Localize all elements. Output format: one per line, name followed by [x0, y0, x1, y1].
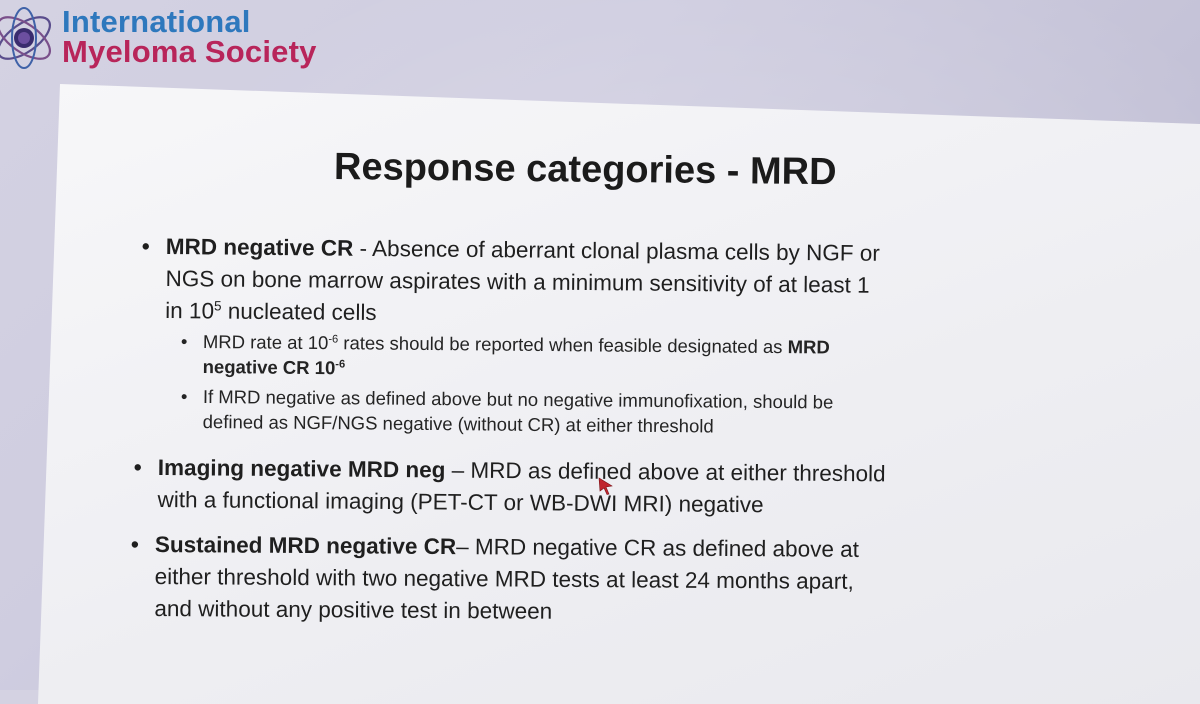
bullet-text: nucleated cells	[221, 298, 377, 326]
bullet-text: - Absence of aberrant clonal plasma cell…	[353, 235, 880, 266]
mouse-pointer-icon	[598, 477, 613, 495]
bullet-dot: •	[141, 233, 150, 259]
bullet-text: – MRD negative CR as defined above at	[456, 534, 860, 562]
bullet-text: – MRD as defined above at either thresho…	[445, 457, 886, 487]
bullet-dot: •	[133, 454, 142, 480]
sub-bullet-mrd-negative-no-if: • If MRD negative as defined above but n…	[181, 384, 834, 439]
bullet-line: Sustained MRD negative CR– MRD negative …	[155, 529, 859, 566]
logo-text-line2: Myeloma Society	[62, 34, 317, 69]
atom-logo-icon	[0, 7, 51, 69]
ims-logo: International Myeloma Society	[0, 0, 360, 76]
bullet-heading: MRD negative CR	[165, 233, 354, 261]
bullet-sustained-mrd: • Sustained MRD negative CR– MRD negativ…	[131, 529, 859, 630]
superscript: -6	[328, 333, 339, 346]
logo-text-line1: International	[62, 4, 251, 39]
bullet-dot: •	[130, 531, 139, 557]
sub-bullet-mrd-rate: • MRD rate at 10-6 rates should be repor…	[181, 329, 830, 384]
superscript: -6	[335, 358, 346, 371]
slide-panel	[38, 84, 1200, 704]
bullet-mrd-negative-cr: • MRD negative CR - Absence of aberrant …	[142, 231, 880, 334]
bullet-line: either threshold with two negative MRD t…	[154, 563, 854, 594]
bullet-imaging-negative: • Imaging negative MRD neg – MRD as defi…	[134, 452, 886, 522]
bullet-text: in 10	[165, 297, 215, 324]
sub-bold: MRD	[787, 336, 830, 358]
sub-text: MRD rate at 10	[202, 330, 329, 354]
slide-title: Response categories - MRD	[333, 146, 837, 194]
bullet-line: and without any positive test in between	[154, 595, 553, 624]
sub-bullet-dot: •	[180, 385, 188, 407]
bullet-line: with a functional imaging (PET-CT or WB-…	[157, 486, 764, 518]
bullet-heading: Sustained MRD negative CR	[154, 531, 457, 560]
sub-bullet-dot: •	[180, 330, 188, 352]
sub-bold: negative CR 10	[202, 355, 336, 379]
sub-text: rates should be reported when feasible d…	[338, 332, 788, 358]
bullet-heading: Imaging negative MRD neg	[157, 454, 446, 483]
